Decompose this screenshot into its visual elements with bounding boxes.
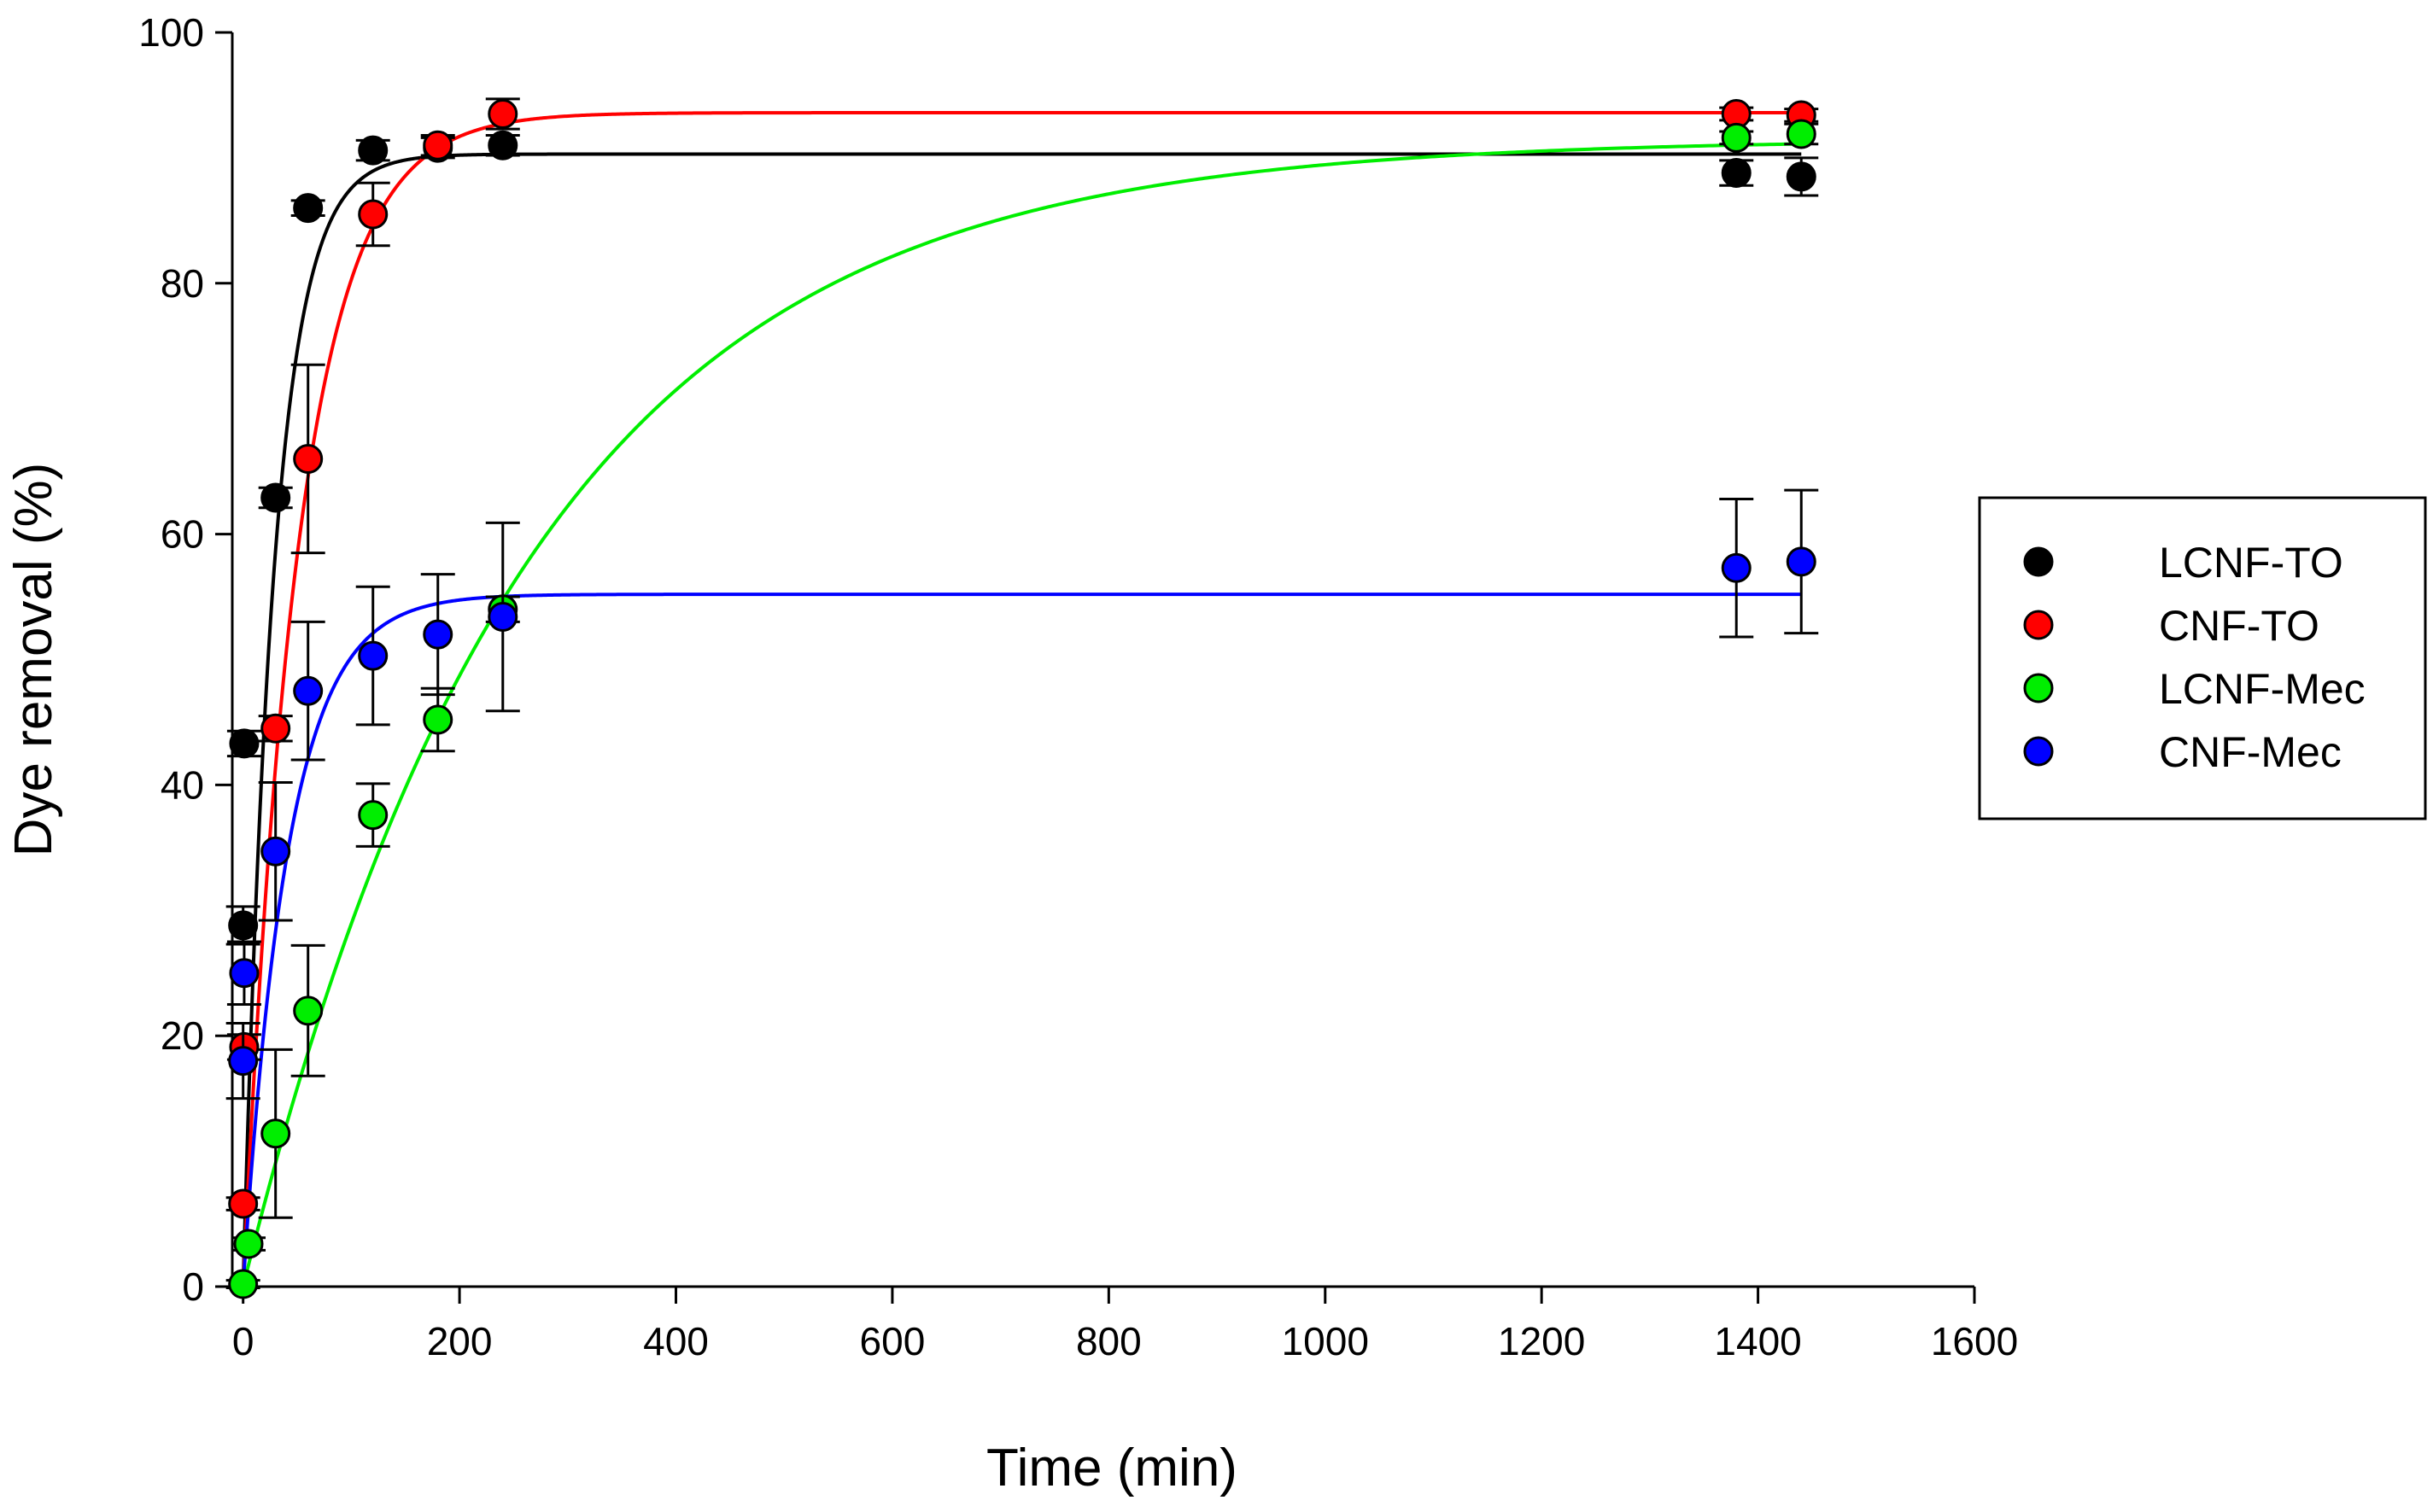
data-point-CNF-TO-0 (228, 1188, 259, 1219)
series-CNF-Mec (225, 488, 1819, 1100)
legend-marker-LCNF-TO (2023, 546, 2054, 577)
fit-curves (241, 111, 1802, 1287)
data-point-LCNF-Mec-2 (260, 1118, 291, 1149)
x-tick-label-1400: 1400 (1714, 1319, 1801, 1363)
legend-marker-LCNF-Mec (2023, 673, 2054, 703)
data-point-LCNF-TO-8 (1786, 161, 1816, 192)
x-tick-label-1000: 1000 (1282, 1319, 1369, 1363)
series-LCNF-Mec (225, 119, 1819, 1299)
y-axis-label: Dye removal (%) (4, 463, 63, 857)
x-tick-label-1200: 1200 (1498, 1319, 1585, 1363)
data-point-CNF-TO-5 (423, 130, 453, 161)
data-point-LCNF-TO-6 (488, 130, 518, 161)
legend-marker-CNF-Mec (2023, 736, 2054, 767)
data-point-LCNF-Mec-1 (233, 1229, 264, 1259)
fit-curve-LCNF-Mec (241, 142, 1802, 1287)
data-point-LCNF-TO-4 (358, 135, 389, 166)
data-point-CNF-TO-3 (293, 443, 324, 474)
data-point-LCNF-TO-7 (1721, 158, 1752, 189)
y-tick-label-100: 100 (138, 10, 204, 55)
data-point-CNF-Mec-5 (423, 619, 453, 650)
data-point-CNF-Mec-1 (229, 958, 260, 989)
legend-box (1978, 496, 2427, 820)
data-point-CNF-Mec-4 (358, 640, 389, 671)
data-point-LCNF-Mec-8 (1786, 119, 1816, 149)
legend-marker-CNF-TO (2023, 610, 2054, 640)
series-CNF-TO (225, 97, 1819, 1219)
data-point-LCNF-TO-0 (228, 910, 259, 941)
data-point-CNF-TO-6 (488, 98, 518, 129)
y-tick-label-0: 0 (182, 1264, 204, 1309)
data-point-CNF-Mec-6 (488, 602, 518, 633)
data-point-LCNF-TO-3 (293, 193, 324, 224)
legend-label-CNF-Mec: CNF-Mec (2159, 728, 2342, 776)
data-point-LCNF-Mec-3 (293, 995, 324, 1026)
legend: LCNF-TO CNF-TO LCNF-Mec CNF-Mec (1978, 496, 2427, 820)
data-point-LCNF-Mec-5 (423, 704, 453, 735)
data-point-LCNF-Mec-0 (228, 1269, 259, 1299)
legend-label-LCNF-TO: LCNF-TO (2159, 539, 2343, 587)
data-point-CNF-TO-4 (358, 199, 389, 230)
legend-label-CNF-TO: CNF-TO (2159, 602, 2319, 650)
x-tick-label-0: 0 (232, 1319, 254, 1363)
x-tick-label-400: 400 (643, 1319, 709, 1363)
y-tick-label-20: 20 (161, 1013, 204, 1058)
data-point-CNF-Mec-3 (293, 675, 324, 706)
data-point-LCNF-Mec-7 (1721, 122, 1752, 153)
fit-curve-CNF-Mec (241, 593, 1802, 1287)
data-point-CNF-Mec-0 (228, 1046, 259, 1077)
legend-label-LCNF-Mec: LCNF-Mec (2159, 665, 2366, 713)
x-tick-label-1600: 1600 (1931, 1319, 2018, 1363)
data-point-CNF-Mec-8 (1786, 546, 1816, 577)
data-point-LCNF-Mec-4 (358, 800, 389, 831)
data-point-LCNF-TO-2 (260, 482, 291, 513)
data-point-CNF-TO-2 (260, 713, 291, 744)
y-tick-label-60: 60 (161, 512, 204, 557)
x-axis-label: Time (min) (986, 1439, 1237, 1497)
x-tick-label-200: 200 (427, 1319, 493, 1363)
series-LCNF-TO (225, 130, 1819, 946)
fit-curve-LCNF-TO (241, 152, 1802, 1287)
x-tick-label-600: 600 (860, 1319, 926, 1363)
y-tick-label-80: 80 (161, 261, 204, 306)
y-tick-label-40: 40 (161, 762, 204, 807)
x-tick-label-800: 800 (1076, 1319, 1142, 1363)
data-point-CNF-Mec-2 (260, 836, 291, 867)
data-point-CNF-Mec-7 (1721, 552, 1752, 583)
fit-curve-CNF-TO (241, 111, 1802, 1287)
data-point-LCNF-TO-1 (229, 728, 260, 759)
